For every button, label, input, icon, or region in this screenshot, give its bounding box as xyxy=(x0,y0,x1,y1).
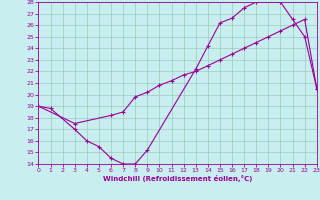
X-axis label: Windchill (Refroidissement éolien,°C): Windchill (Refroidissement éolien,°C) xyxy=(103,175,252,182)
